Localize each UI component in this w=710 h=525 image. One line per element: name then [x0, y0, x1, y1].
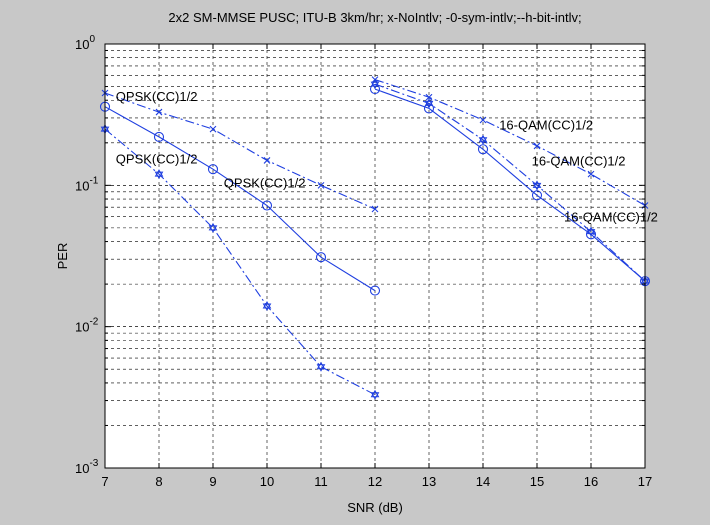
- series-layer: [99, 76, 651, 400]
- marker-part: [532, 180, 542, 188]
- x-tick-label: 17: [638, 474, 652, 489]
- series-line: [104, 128, 376, 396]
- marker-part: [424, 100, 434, 109]
- x-axis-label: SNR (dB): [347, 500, 403, 515]
- series-line: [374, 79, 646, 206]
- data-point: [425, 93, 433, 101]
- marker-part: [586, 229, 596, 237]
- data-point: [317, 181, 325, 189]
- series-line: [104, 106, 376, 292]
- data-point: [371, 205, 379, 213]
- x-tick-label: 12: [368, 474, 382, 489]
- annotation-label: QPSK(CC)1/2: [116, 89, 198, 104]
- series-3: [100, 124, 380, 400]
- data-point: [316, 361, 326, 372]
- data-point: [154, 169, 164, 180]
- y-axis-label: PER: [55, 243, 70, 270]
- x-tick-label: 8: [155, 474, 162, 489]
- marker-part: [316, 364, 326, 372]
- series-4: [371, 76, 649, 209]
- series-line: [104, 92, 376, 210]
- marker-part: [424, 98, 434, 106]
- data-point: [207, 164, 219, 175]
- marker-part: [532, 182, 542, 191]
- y-tick-label: 10-2: [75, 317, 99, 335]
- marker-part: [208, 222, 218, 231]
- data-point: [532, 180, 542, 191]
- x-tick-label: 16: [584, 474, 598, 489]
- marker-part: [586, 226, 596, 235]
- data-point: [153, 131, 165, 142]
- series-line: [374, 88, 646, 282]
- x-tick-label: 14: [476, 474, 490, 489]
- chart-title: 2x2 SM-MMSE PUSC; ITU-B 3km/hr; x-NoIntl…: [168, 10, 581, 25]
- data-point: [315, 252, 327, 263]
- x-tick-label: 15: [530, 474, 544, 489]
- data-point: [424, 98, 434, 109]
- x-tick-label: 13: [422, 474, 436, 489]
- marker-part: [154, 171, 164, 180]
- marker-part: [370, 81, 380, 90]
- marker-part: [370, 392, 380, 400]
- data-point: [155, 108, 163, 116]
- x-tick-label: 11: [314, 474, 328, 489]
- data-point: [369, 285, 381, 296]
- data-point: [209, 125, 217, 133]
- data-point: [262, 301, 272, 312]
- annotation-label: 16-QAM(CC)1/2: [532, 153, 626, 168]
- marker-part: [262, 301, 272, 309]
- x-tick-label: 9: [209, 474, 216, 489]
- marker-part: [478, 134, 488, 143]
- marker-part: [370, 79, 380, 87]
- marker-part: [370, 389, 380, 398]
- data-point: [478, 134, 488, 145]
- annotation-layer: QPSK(CC)1/2 QPSK(CC)1/2 QPSK(CC)1/2 16-QAM(…: [116, 89, 658, 225]
- data-point: [533, 142, 541, 150]
- annotation-label: 16-QAM(CC)1/2: [499, 117, 593, 132]
- y-tick-label: 10-3: [75, 458, 99, 476]
- marker-part: [208, 225, 218, 233]
- annotation-label: QPSK(CC)1/2: [224, 175, 306, 190]
- series-6: [370, 79, 650, 287]
- annotation-label: 16-QAM(CC)1/2: [564, 210, 658, 225]
- series-line: [374, 83, 646, 282]
- data-point: [263, 157, 271, 164]
- data-point: [370, 79, 380, 90]
- marker-part: [316, 361, 326, 370]
- data-point: [261, 200, 273, 211]
- x-tick-label: 10: [260, 474, 274, 489]
- y-tick-label: 100: [75, 34, 95, 52]
- series-2: [99, 101, 381, 296]
- y-axis-ticks: 100 10-1 10-2 10-3: [75, 34, 645, 476]
- marker-part: [154, 169, 164, 177]
- data-point: [586, 226, 596, 237]
- data-point: [479, 116, 487, 124]
- data-point: [587, 170, 595, 178]
- y-tick-label: 10-1: [75, 175, 99, 193]
- marker-part: [262, 303, 272, 312]
- x-axis-ticks: 7 8 9 10 11 12 13 14 15 16 17: [101, 44, 652, 489]
- data-point: [370, 389, 380, 400]
- data-point: [208, 222, 218, 233]
- annotation-label: QPSK(CC)1/2: [116, 151, 198, 166]
- marker-part: [478, 137, 488, 145]
- data-point: [531, 190, 543, 201]
- x-tick-label: 7: [101, 474, 108, 489]
